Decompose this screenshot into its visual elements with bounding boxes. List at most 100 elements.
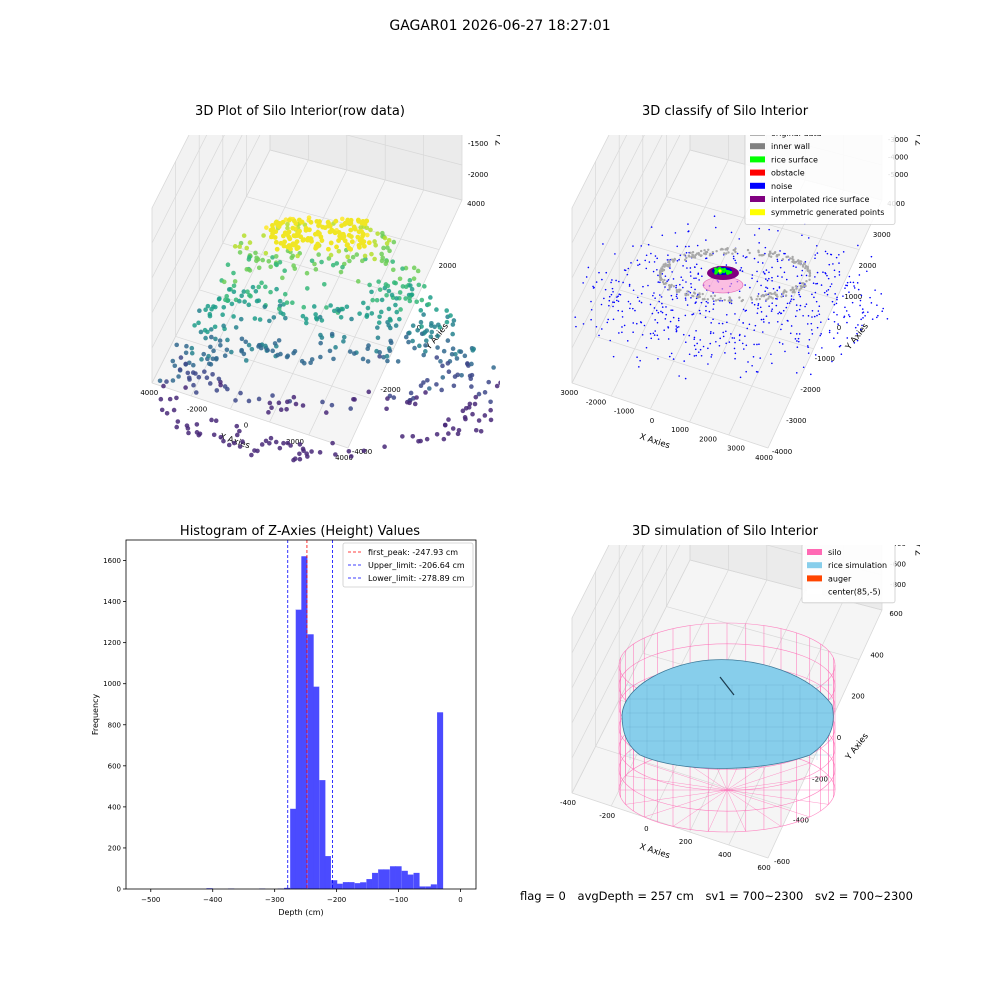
noise-point (739, 376, 742, 379)
noise-point (798, 333, 801, 335)
histogram-bar (354, 883, 361, 890)
y-tick-label: -200 (812, 775, 828, 783)
original-point (776, 295, 779, 298)
data-point (176, 374, 181, 379)
noise-point (764, 290, 766, 293)
noise-point (707, 363, 709, 365)
data-point (348, 234, 354, 239)
data-point (285, 244, 291, 250)
noise-point (654, 255, 657, 257)
noise-point (653, 334, 656, 336)
data-point (285, 399, 290, 405)
data-point (253, 250, 258, 256)
histogram-bar (336, 883, 343, 890)
data-point (445, 361, 451, 366)
data-point (333, 218, 339, 224)
data-point (157, 378, 163, 384)
noise-point (806, 345, 809, 347)
noise-point (636, 296, 639, 299)
x-tick-label: -200 (599, 812, 615, 820)
data-point (285, 221, 290, 227)
x-tick-label: 400 (718, 851, 731, 859)
noise-point (590, 318, 592, 321)
data-point (256, 284, 262, 290)
original-point (757, 250, 760, 254)
data-point (297, 456, 303, 462)
noise-point (815, 300, 818, 303)
original-point (660, 267, 663, 270)
data-point (306, 215, 312, 220)
original-point (748, 251, 751, 255)
histogram-bar (342, 882, 349, 890)
original-point (719, 248, 723, 251)
noise-point (671, 298, 674, 301)
noise-point (649, 332, 652, 335)
noise-point (661, 306, 664, 308)
noise-point (753, 257, 756, 260)
data-point (410, 433, 416, 439)
data-point (338, 269, 344, 275)
data-point (317, 314, 323, 320)
original-point (689, 251, 692, 255)
data-point (348, 246, 354, 252)
noise-point (601, 278, 603, 281)
data-point (277, 260, 283, 265)
data-point (241, 289, 247, 294)
noise-point (797, 291, 800, 294)
grid-line (571, 545, 610, 619)
original-point (686, 293, 690, 296)
noise-point (638, 366, 640, 368)
data-point (320, 399, 325, 405)
noise-point (856, 282, 859, 284)
legend-label: auger (828, 574, 852, 583)
noise-point (795, 333, 798, 335)
data-point (498, 380, 500, 385)
data-point (419, 297, 425, 303)
noise-point (765, 269, 768, 271)
data-point (197, 431, 203, 437)
noise-point (820, 333, 822, 335)
original-point (701, 297, 705, 301)
classify-scatter-3d: -3000-2000-100001000200030004000-4000-30… (560, 135, 920, 462)
data-point (384, 258, 390, 264)
data-point (293, 401, 299, 407)
noise-point (712, 303, 715, 305)
data-point (185, 370, 191, 376)
legend-frame (801, 545, 896, 604)
data-point (318, 340, 323, 346)
original-point (662, 263, 665, 266)
data-point (476, 391, 482, 397)
noise-point (617, 309, 620, 312)
data-point (379, 297, 385, 303)
data-point (210, 356, 216, 362)
noise-point (725, 342, 727, 345)
data-point (312, 261, 317, 267)
noise-point (661, 311, 664, 314)
data-point (175, 419, 181, 424)
original-point (699, 249, 703, 253)
noise-point (622, 281, 624, 284)
noise-point (816, 326, 819, 329)
noise-point (626, 273, 629, 276)
noise-point (807, 346, 809, 349)
noise-point (790, 298, 793, 300)
data-point (426, 301, 432, 307)
noise-point (768, 322, 770, 324)
noise-point (853, 285, 855, 287)
data-point (360, 356, 366, 362)
data-point (357, 311, 362, 316)
data-point (390, 259, 396, 264)
original-point (684, 293, 688, 297)
noise-point (682, 333, 685, 336)
original-point (795, 287, 798, 290)
noise-point (608, 295, 611, 298)
y-tick-label: 1000 (103, 680, 121, 688)
noise-point (652, 332, 655, 335)
data-point (238, 390, 243, 396)
original-point (667, 265, 670, 268)
data-point (222, 384, 228, 389)
data-point (186, 360, 192, 366)
data-point (429, 320, 434, 326)
x-tick-label: −400 (203, 896, 222, 904)
data-point (263, 284, 268, 290)
